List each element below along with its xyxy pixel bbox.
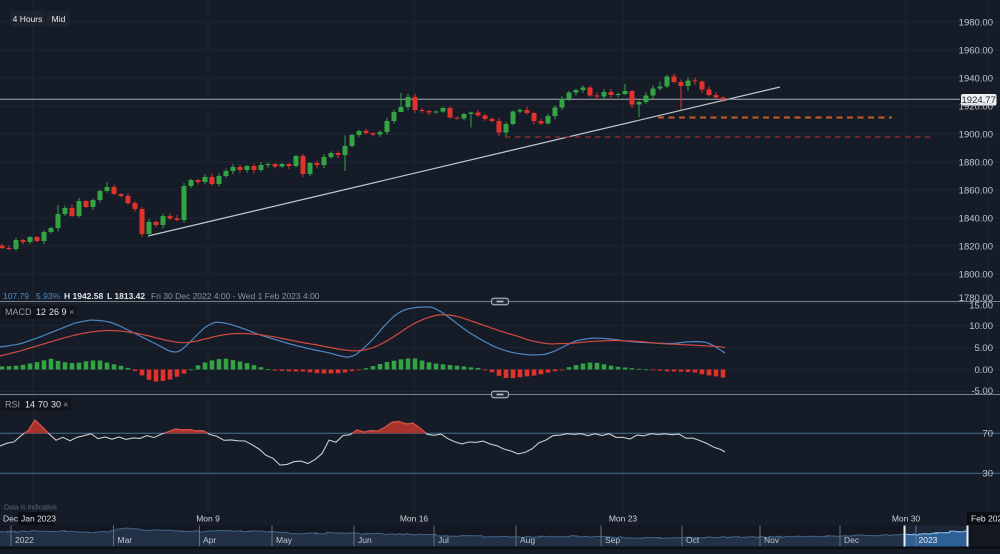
svg-text:12: 12: [36, 307, 46, 317]
svg-text:Jan 2023: Jan 2023: [21, 514, 56, 524]
svg-text:0.00: 0.00: [975, 365, 994, 376]
svg-text:30: 30: [982, 469, 993, 480]
svg-text:×: ×: [69, 307, 74, 317]
svg-text:Dec: Dec: [844, 535, 860, 545]
svg-text:-5.00: -5.00: [971, 386, 993, 397]
svg-text:1860.00: 1860.00: [959, 185, 993, 196]
svg-text:2022: 2022: [15, 535, 34, 545]
svg-text:10.00: 10.00: [969, 321, 993, 332]
svg-text:14: 14: [25, 400, 35, 410]
svg-text:107.79: 107.79: [3, 291, 29, 301]
svg-text:L 1813.42: L 1813.42: [107, 291, 145, 301]
svg-text:1880.00: 1880.00: [959, 157, 993, 168]
svg-text:Nov: Nov: [764, 535, 780, 545]
svg-text:RSI: RSI: [5, 400, 20, 410]
svg-text:2023: 2023: [919, 535, 938, 545]
svg-text:Data is indicative: Data is indicative: [4, 505, 57, 512]
svg-text:Mon 23: Mon 23: [609, 514, 638, 524]
svg-text:MACD: MACD: [5, 307, 32, 317]
svg-text:1924.77: 1924.77: [962, 95, 996, 106]
svg-text:70: 70: [38, 400, 48, 410]
svg-text:5.00: 5.00: [975, 343, 994, 354]
svg-text:Feb 2023: Feb 2023: [971, 514, 1000, 524]
svg-text:26: 26: [49, 307, 59, 317]
svg-text:5.93%: 5.93%: [36, 291, 61, 301]
svg-text:Fri 30 Dec 2022 4:00 - Wed 1 F: Fri 30 Dec 2022 4:00 - Wed 1 Feb 2023 4:…: [151, 291, 320, 301]
svg-text:Mon 16: Mon 16: [400, 514, 429, 524]
svg-text:Mon 9: Mon 9: [196, 514, 220, 524]
svg-text:Mar: Mar: [118, 535, 133, 545]
svg-text:1780.00: 1780.00: [959, 293, 993, 304]
svg-text:Mon 30: Mon 30: [892, 514, 921, 524]
svg-text:Apr: Apr: [203, 535, 216, 545]
svg-text:1840.00: 1840.00: [959, 213, 993, 224]
svg-text:Mid: Mid: [52, 14, 66, 24]
svg-text:1900.00: 1900.00: [959, 129, 993, 140]
svg-text:1800.00: 1800.00: [959, 269, 993, 280]
svg-text:70: 70: [982, 429, 993, 440]
svg-text:May: May: [276, 535, 293, 545]
svg-text:1820.00: 1820.00: [959, 241, 993, 252]
svg-text:Oct: Oct: [686, 535, 700, 545]
svg-text:×: ×: [63, 400, 68, 410]
svg-text:Sep: Sep: [605, 535, 620, 545]
svg-text:9: 9: [62, 307, 67, 317]
svg-text:1920.00: 1920.00: [959, 101, 993, 112]
svg-text:Jun: Jun: [358, 535, 372, 545]
svg-text:1980.00: 1980.00: [959, 17, 993, 28]
svg-text:Dec: Dec: [3, 514, 19, 524]
svg-text:15.00: 15.00: [969, 300, 993, 311]
svg-text:Aug: Aug: [520, 535, 535, 545]
svg-text:H 1942.58: H 1942.58: [64, 291, 103, 301]
svg-text:4 Hours: 4 Hours: [13, 14, 43, 24]
svg-text:Jul: Jul: [438, 535, 449, 545]
svg-text:1960.00: 1960.00: [959, 45, 993, 56]
svg-text:30: 30: [51, 400, 61, 410]
svg-text:1940.00: 1940.00: [959, 73, 993, 84]
